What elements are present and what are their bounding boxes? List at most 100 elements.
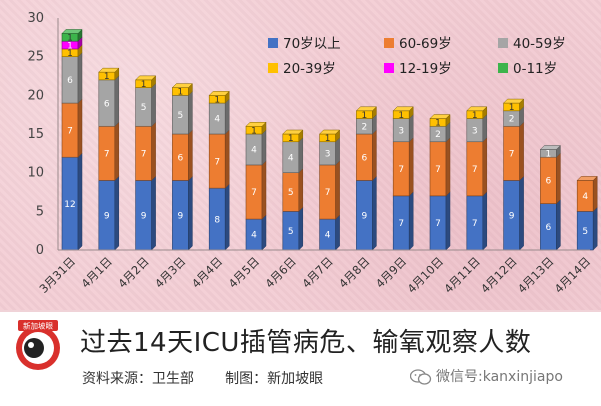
x-tick-label: 4月3日 bbox=[152, 254, 189, 291]
data-label: 1 bbox=[251, 126, 257, 136]
bar-segment-side bbox=[298, 206, 304, 251]
bar-segment-side bbox=[482, 191, 488, 251]
y-tick-label: 10 bbox=[27, 166, 44, 181]
wechat-icon bbox=[410, 369, 432, 385]
data-label: 3 bbox=[398, 126, 404, 136]
x-tick-label: 4月8日 bbox=[336, 254, 373, 291]
data-label: 5 bbox=[288, 188, 294, 198]
data-label: 7 bbox=[67, 126, 73, 136]
bar-segment-side bbox=[224, 183, 230, 251]
bar-segment-side bbox=[592, 175, 598, 212]
bar-segment-side bbox=[261, 214, 267, 251]
legend-label: 70岁以上 bbox=[283, 36, 341, 52]
data-label: 7 bbox=[104, 150, 110, 160]
legend-swatch bbox=[498, 63, 508, 73]
x-axis: 3月31日 4月1日 4月2日 4月3日 4月4日 4月5日 4月6日 4月7日 4月8日 4月9… bbox=[36, 249, 594, 296]
x-tick-label: 4月7日 bbox=[299, 254, 336, 291]
data-label: 1 bbox=[398, 111, 404, 121]
legend: 70岁以上 60-69岁 40-59岁 20-39岁 12-19岁 0-11岁 bbox=[268, 36, 566, 77]
legend-label: 60-69岁 bbox=[399, 36, 452, 52]
bar-segment-top bbox=[466, 106, 488, 112]
data-label: 9 bbox=[509, 211, 515, 221]
data-label: 7 bbox=[141, 150, 147, 160]
bar-segment-side bbox=[298, 137, 304, 174]
wechat-label: 微信号: bbox=[436, 369, 483, 385]
bar-segment-side bbox=[408, 113, 414, 143]
bar-segment-top bbox=[245, 122, 267, 127]
bar-segment-side bbox=[556, 198, 561, 251]
bar-segment-side bbox=[556, 152, 561, 205]
bar-segment-top bbox=[282, 129, 304, 135]
data-label: 1 bbox=[67, 41, 73, 51]
source-value: 卫生部 bbox=[152, 371, 194, 387]
bar-segment-side bbox=[77, 98, 83, 158]
logo-icon: 新加坡眼 bbox=[16, 320, 60, 370]
legend-label: 12-19岁 bbox=[399, 61, 452, 77]
data-label: 8 bbox=[214, 215, 220, 225]
x-tick-label: 3月31日 bbox=[36, 254, 78, 296]
bar-segment-side bbox=[408, 137, 414, 197]
x-tick-label: 4月14日 bbox=[552, 254, 594, 296]
bar-segment-side bbox=[77, 152, 83, 251]
y-tick-label: 0 bbox=[36, 243, 44, 258]
bar-segment-top bbox=[98, 67, 120, 73]
x-tick-label: 4月12日 bbox=[478, 254, 520, 296]
data-label: 7 bbox=[251, 188, 257, 198]
legend-swatch bbox=[498, 38, 508, 48]
bar-segment-side bbox=[188, 175, 193, 251]
data-label: 4 bbox=[214, 115, 220, 125]
bar-segment-top bbox=[171, 83, 194, 88]
data-label: 4 bbox=[288, 153, 294, 163]
bar-segment-side bbox=[151, 121, 156, 182]
bar-segment-top bbox=[576, 176, 598, 181]
data-label: 6 bbox=[546, 223, 552, 233]
data-label: 6 bbox=[546, 177, 552, 187]
bar-segment-top bbox=[61, 29, 83, 34]
data-label: 6 bbox=[104, 99, 110, 109]
data-label: 5 bbox=[178, 111, 184, 121]
y-tick-label: 25 bbox=[27, 50, 44, 65]
legend-swatch bbox=[268, 38, 278, 48]
bar-segment-side bbox=[372, 129, 377, 182]
bar-segment-side bbox=[335, 160, 340, 220]
data-label: 4 bbox=[251, 231, 257, 241]
bar-segment-top bbox=[392, 106, 414, 112]
data-label: 2 bbox=[362, 122, 368, 132]
legend-swatch bbox=[384, 63, 394, 73]
data-label: 12 bbox=[64, 200, 75, 210]
data-label: 7 bbox=[472, 219, 478, 229]
legend-swatch bbox=[384, 38, 394, 48]
data-label: 9 bbox=[104, 211, 110, 221]
bar-segment-side bbox=[188, 90, 193, 135]
legend-label: 20-39岁 bbox=[283, 61, 336, 77]
data-label: 1 bbox=[288, 134, 294, 144]
bar-segment-side bbox=[445, 137, 451, 197]
bar-segment-side bbox=[261, 160, 267, 220]
y-axis: 0 5 10 15 20 25 30 bbox=[27, 11, 59, 258]
data-label: 1 bbox=[509, 103, 515, 113]
data-label: 7 bbox=[398, 219, 404, 229]
data-label: 9 bbox=[362, 211, 368, 221]
bar-segment-side bbox=[519, 121, 524, 182]
bar-segment-side bbox=[224, 129, 230, 189]
data-label: 2 bbox=[509, 115, 515, 125]
x-tick-label: 4月4日 bbox=[189, 254, 226, 291]
data-label: 5 bbox=[582, 227, 588, 237]
footer bbox=[0, 312, 601, 406]
data-label: 1 bbox=[67, 49, 73, 59]
legend-label: 40-59岁 bbox=[513, 36, 566, 52]
chart-title: 过去14天ICU插管病危、输氧观察人数 bbox=[80, 328, 532, 358]
made-label: 制图： bbox=[225, 371, 268, 387]
bar-segment-side bbox=[335, 214, 340, 251]
bar-segment-side bbox=[114, 121, 120, 182]
bar-segment-side bbox=[372, 175, 377, 251]
bar-segment-side bbox=[224, 98, 230, 135]
data-label: 1 bbox=[472, 111, 478, 121]
bar-segment-side bbox=[592, 206, 598, 251]
x-tick-label: 4月5日 bbox=[226, 254, 263, 291]
bar-segment-side bbox=[519, 175, 524, 251]
y-tick-label: 20 bbox=[27, 88, 44, 103]
legend-label: 0-11岁 bbox=[513, 61, 557, 77]
data-label: 7 bbox=[472, 165, 478, 175]
